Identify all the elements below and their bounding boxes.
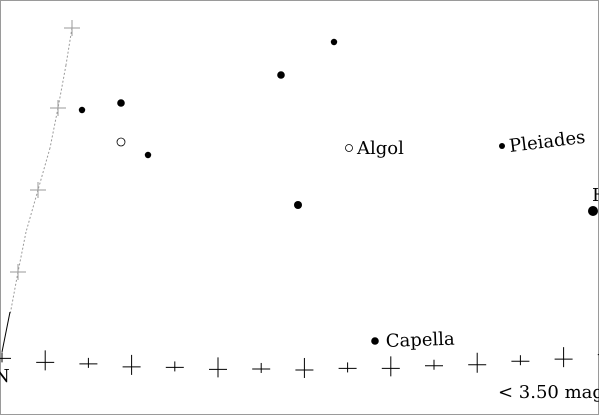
horizon-direction-label: N — [0, 366, 10, 387]
star-marker — [78, 106, 86, 114]
star-marker — [330, 38, 338, 46]
horizon-line — [0, 311, 599, 378]
star-algol — [345, 144, 353, 152]
meridian-segment — [65, 27, 73, 66]
meridian-segment — [49, 107, 59, 149]
star-pleiades — [499, 143, 505, 149]
star-label-algol: Algol — [356, 138, 404, 159]
star-marker — [116, 137, 126, 147]
star-label-pleiades: Pleiades — [508, 127, 586, 157]
meridian-segment — [25, 189, 39, 233]
star-edge — [588, 206, 598, 216]
star-marker — [117, 99, 125, 107]
magnitude-limit-label: < 3.50 mag — [498, 382, 599, 403]
meridian-segment — [9, 271, 19, 316]
star-label-capella: Capella — [385, 329, 455, 352]
meridian-segment — [37, 147, 51, 191]
celestial-meridian-line — [9, 20, 80, 316]
horizon-edge-line — [1, 311, 11, 353]
star-marker — [294, 201, 302, 209]
star-label-edge: H — [592, 185, 599, 206]
star-field: Algol Pleiades Capella H — [78, 38, 599, 352]
star-capella — [371, 337, 379, 345]
meridian-segment — [17, 231, 27, 273]
meridian-segment — [57, 64, 67, 109]
star-marker — [144, 151, 152, 159]
star-marker — [277, 71, 285, 79]
